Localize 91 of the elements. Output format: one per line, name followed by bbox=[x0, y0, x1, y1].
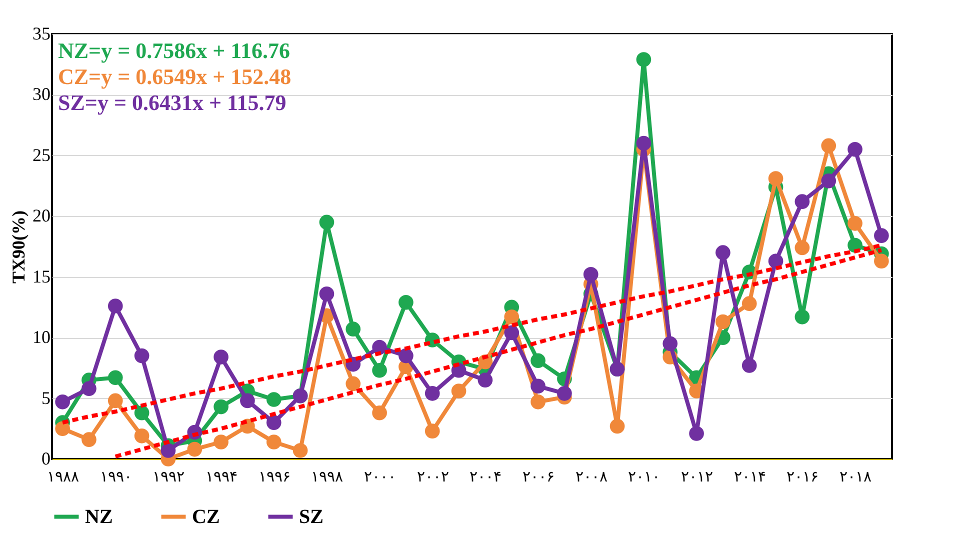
x-tick-label: ۲۰۱۴ bbox=[734, 470, 766, 486]
point bbox=[530, 378, 546, 394]
x-tick-label: ۱۹۹۰ bbox=[100, 470, 132, 486]
point bbox=[134, 348, 150, 364]
point bbox=[108, 298, 123, 314]
point bbox=[636, 136, 652, 151]
legend-label: NZ bbox=[85, 506, 113, 528]
x-tick-label: ۲۰۰۴ bbox=[470, 470, 502, 486]
x-tick-label: ۲۰۰۲ bbox=[416, 470, 449, 486]
point bbox=[372, 340, 387, 355]
annotation: CZ=y = 0.6549x + 152.48 bbox=[58, 64, 292, 89]
point bbox=[372, 362, 387, 378]
x-tick-label: ۲۰۰۸ bbox=[575, 470, 608, 486]
point bbox=[742, 296, 757, 311]
point bbox=[716, 245, 730, 260]
y-tick-label: 35 bbox=[32, 24, 50, 44]
point bbox=[55, 421, 70, 436]
point bbox=[848, 216, 862, 231]
x-tick-label: ۲۰۰۰ bbox=[364, 470, 396, 486]
point bbox=[794, 194, 810, 209]
point bbox=[742, 358, 757, 373]
point bbox=[424, 386, 440, 401]
point bbox=[848, 142, 862, 157]
point bbox=[530, 394, 546, 410]
point bbox=[266, 434, 282, 450]
point bbox=[689, 426, 704, 441]
point bbox=[874, 228, 889, 243]
x-tick-label: ۲۰۱۸ bbox=[840, 470, 872, 486]
point bbox=[214, 399, 228, 414]
point bbox=[82, 381, 96, 396]
y-tick-label: 10 bbox=[32, 327, 50, 348]
point bbox=[292, 443, 308, 458]
point bbox=[214, 434, 228, 450]
point bbox=[372, 405, 387, 420]
point bbox=[108, 370, 123, 386]
y-axis-title: TX90(%) bbox=[8, 210, 28, 284]
point bbox=[214, 350, 228, 364]
point bbox=[398, 294, 414, 310]
x-tick-label: ۱۹۹۴ bbox=[206, 470, 238, 486]
y-tick-label: 20 bbox=[32, 206, 50, 226]
point bbox=[187, 442, 202, 457]
point bbox=[610, 418, 625, 434]
point bbox=[716, 314, 730, 330]
point bbox=[82, 432, 96, 447]
x-tick-label: ۱۹۹۲ bbox=[152, 470, 185, 486]
point bbox=[266, 392, 282, 407]
x-tick-label: ۱۹۹۸ bbox=[311, 470, 344, 486]
x-tick-label: ۱۹۸۸ bbox=[47, 470, 80, 486]
point bbox=[160, 443, 176, 458]
point bbox=[398, 348, 414, 364]
x-tick-label: ۲۰۱۰ bbox=[628, 470, 660, 486]
annotation: SZ=y = 0.6431x + 115.79 bbox=[58, 90, 286, 115]
point bbox=[319, 286, 334, 302]
point bbox=[636, 52, 652, 67]
point bbox=[134, 405, 150, 420]
point bbox=[478, 372, 493, 388]
x-tick-label: ۲۰۱۲ bbox=[681, 470, 714, 486]
point bbox=[821, 138, 836, 154]
point bbox=[794, 240, 810, 256]
point bbox=[451, 384, 466, 398]
point bbox=[346, 376, 361, 392]
point bbox=[583, 267, 598, 282]
y-tick-label: 25 bbox=[32, 144, 50, 165]
x-tick-label: ۲۰۰۶ bbox=[522, 470, 555, 486]
point bbox=[768, 171, 784, 186]
y-tick-label: 15 bbox=[32, 266, 50, 286]
annotation: NZ=y = 0.7586x + 116.76 bbox=[58, 38, 290, 63]
point bbox=[530, 353, 546, 368]
point bbox=[504, 325, 520, 340]
point bbox=[240, 393, 255, 408]
point bbox=[557, 386, 572, 401]
point bbox=[794, 310, 810, 324]
point bbox=[266, 415, 282, 430]
point bbox=[504, 310, 520, 324]
point bbox=[346, 322, 361, 336]
point bbox=[768, 254, 784, 268]
point bbox=[874, 254, 889, 268]
x-tick-label: ۱۹۹۶ bbox=[258, 470, 290, 486]
y-tick-label: 30 bbox=[32, 84, 50, 104]
y-tick-label: 5 bbox=[42, 388, 50, 408]
point bbox=[821, 174, 836, 188]
point bbox=[108, 393, 123, 408]
point bbox=[424, 424, 440, 438]
point bbox=[662, 336, 678, 352]
point bbox=[134, 428, 150, 444]
point bbox=[55, 394, 70, 410]
x-tick-label: ۲۰۱۶ bbox=[786, 470, 819, 486]
legend-label: CZ bbox=[192, 506, 220, 528]
legend-label: SZ bbox=[299, 506, 324, 528]
point bbox=[319, 214, 334, 230]
y-tick-label: 0 bbox=[42, 448, 50, 468]
